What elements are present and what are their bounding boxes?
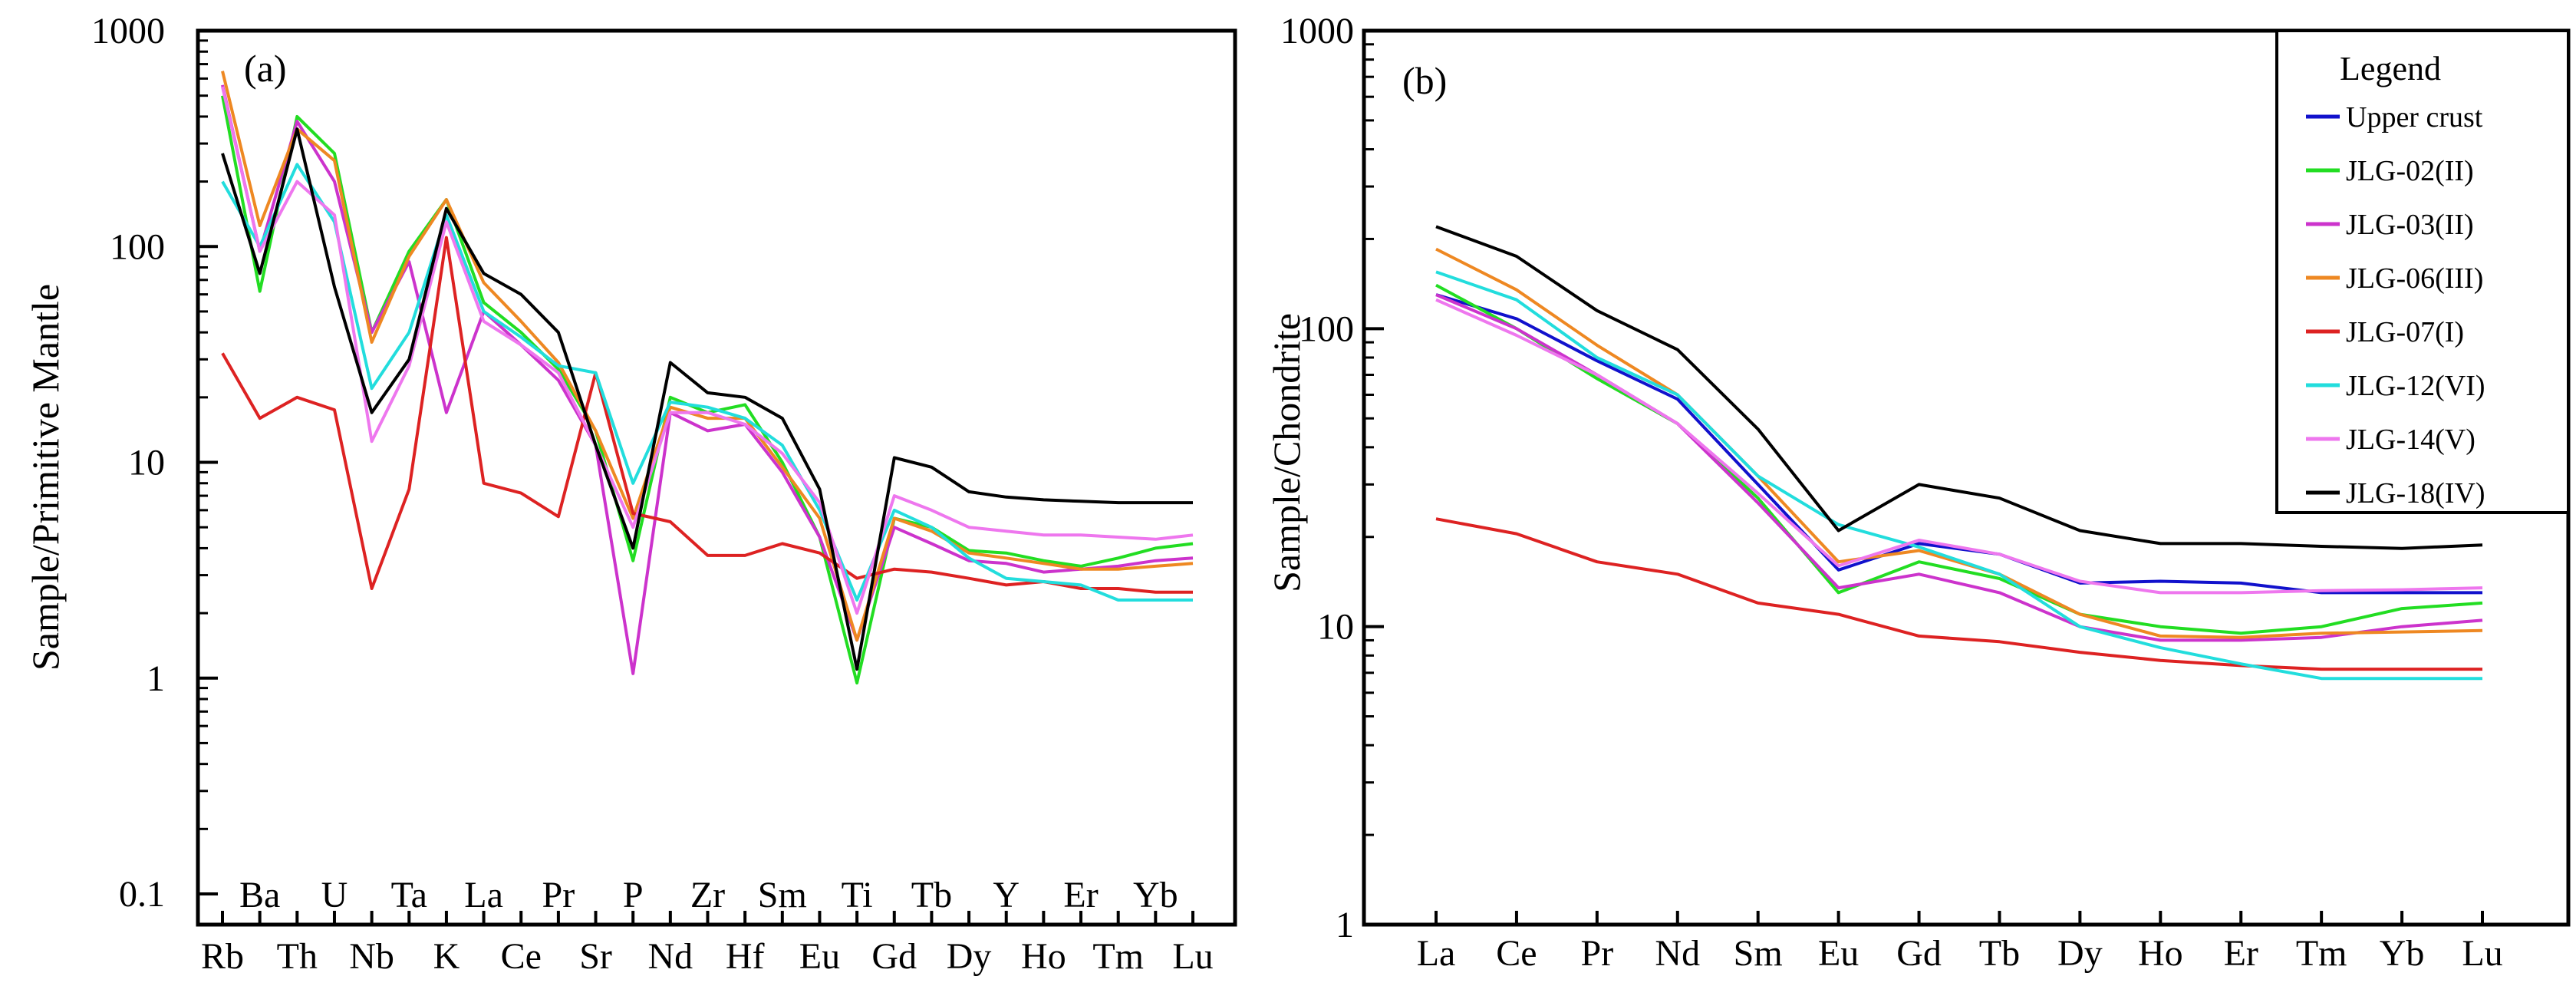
x-tick-label-sm: Sm (758, 875, 807, 915)
x-tick-label-sr: Sr (579, 936, 612, 977)
x-tick-label-er: Er (2224, 933, 2258, 974)
legend-entry-label: Upper crust (2346, 101, 2483, 134)
x-tick-label-er: Er (1063, 875, 1098, 915)
series-line-jlg-07-i- (1435, 517, 2482, 671)
x-tick-label-ce: Ce (1496, 933, 1537, 974)
panel-b-x-axis: La Ce Pr Nd Sm Eu Gd Tb Dy Ho Er Tm Yb Lu (1417, 911, 2503, 974)
x-tick-label-dy: Dy (947, 936, 992, 977)
panel-a-label: (a) (244, 47, 287, 90)
panel-a-y-axis: 0.1 1 10 100 1000 (91, 11, 218, 915)
x-tick-label-la: La (464, 875, 503, 915)
x-tick-label-ba: Ba (239, 875, 280, 915)
series-line-jlg-18-iv- (221, 127, 1193, 671)
x-tick-label-hf: Hf (726, 936, 765, 977)
x-tick-label-pr: Pr (1581, 933, 1614, 974)
legend-title: Legend (2340, 50, 2441, 87)
x-tick-label-ho: Ho (2138, 933, 2183, 974)
legend-entry-label: JLG-12(VI) (2346, 370, 2485, 402)
x-tick-label-gd: Gd (1896, 933, 1942, 974)
x-tick-label-la: La (1417, 933, 1456, 974)
y-tick-label: 10 (128, 443, 165, 483)
legend-entry-label: JLG-14(V) (2346, 424, 2476, 456)
x-tick-label-dy: Dy (2057, 933, 2103, 974)
x-tick-label-yb: Yb (2380, 933, 2425, 974)
x-tick-label-eu: Eu (799, 936, 840, 977)
x-tick-label-ta: Ta (391, 875, 427, 915)
series-line-jlg-06-iii- (221, 71, 1194, 642)
x-tick-label-nd: Nd (1655, 933, 1700, 974)
legend-entry-label: JLG-07(I) (2346, 316, 2464, 348)
x-tick-label-pr: Pr (542, 875, 575, 915)
series-line-jlg-07-i- (221, 236, 1193, 594)
x-tick-label-y: Y (993, 875, 1020, 915)
y-tick-label: 1000 (91, 11, 165, 51)
legend-entry-label: JLG-02(II) (2346, 155, 2474, 187)
panel-a-series-lines (221, 71, 1194, 684)
x-tick-label-ho: Ho (1021, 936, 1066, 977)
legend: Legend Upper crust JLG-02(II) JLG-03(II) JL… (2275, 29, 2570, 514)
x-tick-label-k: K (433, 936, 460, 977)
panel-a-y-axis-label: Sample/Primitive Mantle (24, 284, 67, 671)
series-line-jlg-12-vi- (1435, 270, 2482, 681)
x-tick-label-sm: Sm (1734, 933, 1783, 974)
series-line-jlg-12-vi- (221, 163, 1193, 602)
x-tick-label-nb: Nb (349, 936, 394, 977)
y-tick-label: 1000 (1280, 11, 1354, 51)
x-tick-label-u: U (321, 875, 348, 915)
series-line-jlg-14-v- (221, 86, 1194, 615)
panel-b-label: (b) (1402, 59, 1447, 102)
panel-b-y-axis-label: Sample/Chondrite (1265, 313, 1308, 592)
x-tick-label-tm: Tm (1092, 936, 1144, 977)
x-tick-label-rb: Rb (201, 936, 244, 977)
legend-box (2275, 29, 2570, 514)
x-tick-label-th: Th (277, 936, 318, 977)
x-tick-label-yb: Yb (1133, 875, 1178, 915)
x-tick-label-lu: Lu (1172, 936, 1213, 977)
series-line-jlg-02-ii- (1435, 283, 2483, 635)
series-line-jlg-06-iii- (1435, 247, 2483, 639)
y-tick-label: 100 (110, 226, 165, 267)
legend-items: Upper crust JLG-02(II) JLG-03(II) JLG-06(II… (2306, 101, 2485, 509)
x-tick-label-tb: Tb (1979, 933, 2020, 974)
panel-a-x-axis: RbBaThUNbTaKLaCePrSrPNdZrHfSmEuTiGdTbDyY… (201, 875, 1214, 977)
series-line-jlg-03-ii- (221, 84, 1194, 675)
x-tick-label-eu: Eu (1818, 933, 1859, 974)
x-tick-label-lu: Lu (2462, 933, 2502, 974)
series-line-jlg-18-iv- (1435, 225, 2483, 550)
y-tick-label: 1 (147, 658, 165, 699)
series-line-jlg-14-v- (1435, 298, 2483, 595)
x-tick-label-tb: Tb (911, 875, 952, 915)
x-tick-label-p: P (623, 875, 644, 915)
panel-a-plot-frame (196, 28, 1237, 927)
x-tick-label-tm: Tm (2296, 933, 2347, 974)
legend-entry-label: JLG-06(III) (2346, 262, 2483, 295)
x-tick-label-nd: Nd (648, 936, 693, 977)
legend-entry-label: JLG-18(IV) (2346, 477, 2485, 509)
y-tick-label: 10 (1317, 607, 1354, 648)
x-tick-label-ti: Ti (842, 875, 873, 915)
y-tick-label: 0.1 (119, 874, 165, 915)
panel-b-series-lines (1435, 225, 2483, 681)
y-tick-label: 100 (1299, 308, 1354, 349)
x-tick-label-zr: Zr (690, 875, 725, 915)
x-tick-label-gd: Gd (871, 936, 917, 977)
legend-entry-label: JLG-03(II) (2346, 209, 2474, 241)
y-tick-label: 1 (1336, 905, 1354, 945)
panel-b-y-axis: 1 10 100 1000 (1280, 11, 1384, 945)
series-line-jlg-02-ii- (221, 95, 1194, 684)
x-tick-label-ce: Ce (501, 936, 542, 977)
